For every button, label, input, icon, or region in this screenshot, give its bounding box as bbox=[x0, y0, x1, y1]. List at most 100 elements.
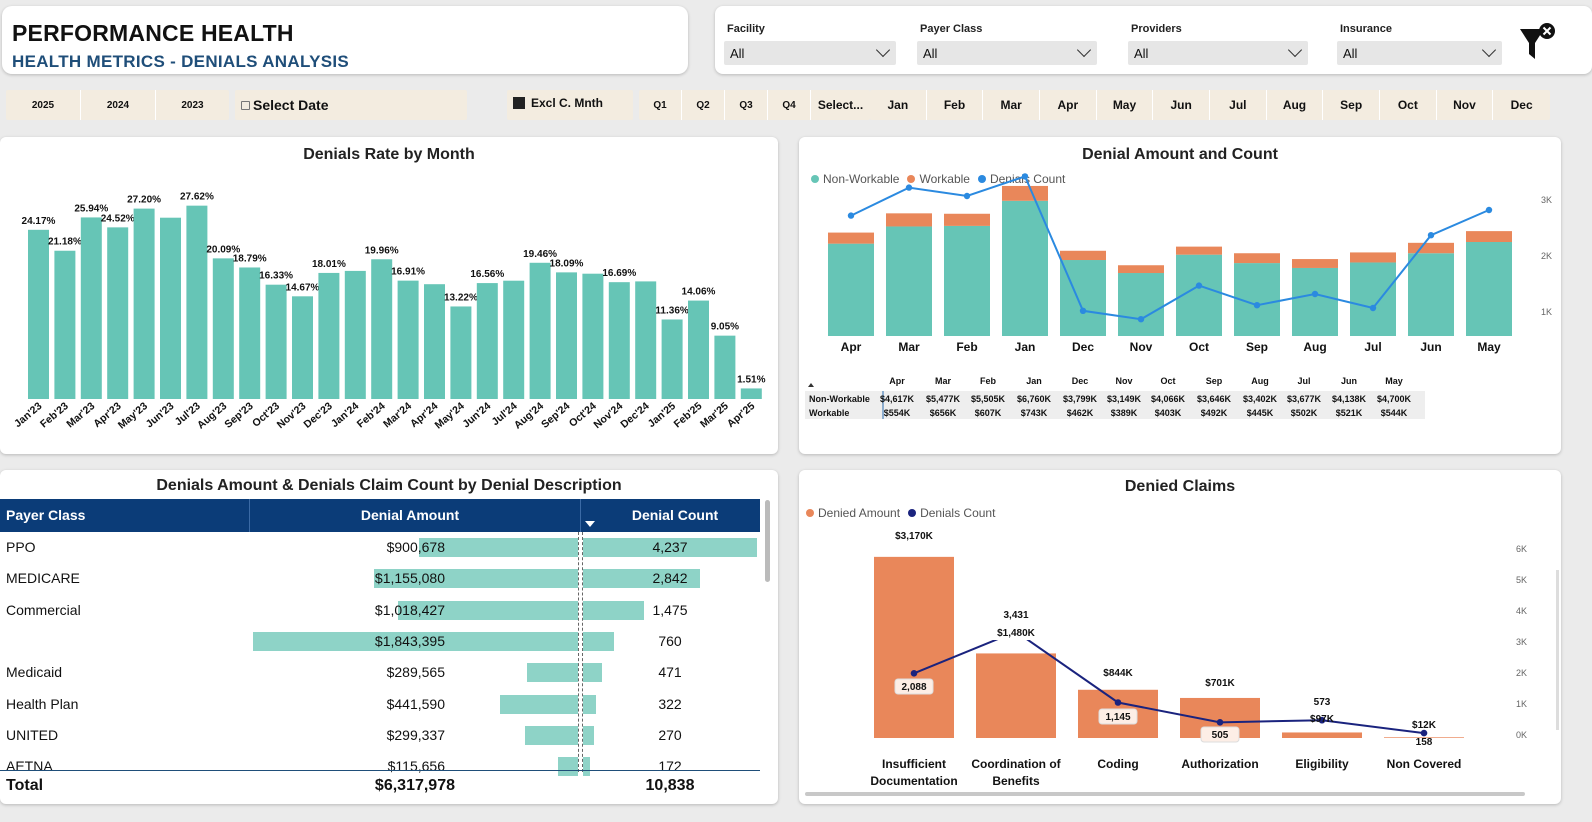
facility-dropdown[interactable]: All bbox=[724, 41, 896, 65]
bar-mar-24[interactable] bbox=[397, 280, 419, 399]
column-header-payer-class[interactable]: Payer Class bbox=[6, 507, 86, 523]
checkbox-icon[interactable] bbox=[241, 101, 250, 110]
year-2023[interactable]: 2023 bbox=[181, 99, 204, 111]
month-dec[interactable]: Dec bbox=[1510, 98, 1533, 112]
payer-class-dropdown[interactable]: All bbox=[917, 41, 1097, 65]
bar-mar-23[interactable] bbox=[80, 217, 102, 399]
point-denials-count-may[interactable] bbox=[1485, 206, 1493, 214]
table-row[interactable]: Commercial $1,018,427 1,475 bbox=[0, 595, 760, 626]
bar-workable-may[interactable] bbox=[1466, 231, 1512, 242]
bar-jan-24[interactable] bbox=[344, 270, 366, 399]
bar-denied-amount-non-covered[interactable] bbox=[1384, 737, 1464, 738]
bar-oct-23[interactable] bbox=[265, 284, 287, 399]
month-mar[interactable]: Mar bbox=[983, 90, 1040, 120]
bar-denied-amount-coordination-of-benefits[interactable] bbox=[976, 653, 1056, 738]
month-apr[interactable]: Apr bbox=[1040, 90, 1097, 120]
bar-workable-apr[interactable] bbox=[828, 232, 874, 244]
table-row[interactable]: Health Plan $441,590 322 bbox=[0, 689, 760, 720]
month-jul[interactable]: Jul bbox=[1210, 90, 1267, 120]
bar-non-workable-jun[interactable] bbox=[1408, 253, 1454, 336]
month-aug[interactable]: Aug bbox=[1267, 90, 1324, 120]
point-denials-count[interactable] bbox=[1420, 729, 1428, 737]
bar-feb-24[interactable] bbox=[371, 259, 393, 399]
bar-may-23[interactable] bbox=[133, 208, 155, 399]
point-denials-count-aug[interactable] bbox=[1311, 290, 1319, 298]
bar-workable-nov[interactable] bbox=[1118, 265, 1164, 274]
bar-apr-25[interactable] bbox=[740, 388, 762, 399]
bar-non-workable-jan[interactable] bbox=[1002, 200, 1048, 336]
bar-feb-25[interactable] bbox=[688, 300, 709, 399]
point-denials-count-sep[interactable] bbox=[1253, 302, 1261, 309]
quarter-q4[interactable]: Q4 bbox=[768, 90, 811, 120]
point-denials-count-mar[interactable] bbox=[905, 184, 913, 191]
bar-apr-23[interactable] bbox=[107, 227, 129, 399]
table-row[interactable]: Medicaid $289,565 471 bbox=[0, 657, 760, 688]
funnel-clear-icon[interactable] bbox=[1518, 23, 1560, 63]
bar-non-workable-dec[interactable] bbox=[1060, 260, 1106, 336]
select-date-slicer[interactable]: Select Date bbox=[235, 90, 467, 120]
insurance-dropdown[interactable]: All bbox=[1337, 41, 1502, 65]
bar-workable-dec[interactable] bbox=[1060, 250, 1106, 261]
bar-workable-mar[interactable] bbox=[886, 213, 932, 227]
bar-jul-23[interactable] bbox=[186, 205, 208, 399]
month-feb[interactable]: Feb bbox=[927, 90, 984, 120]
bar-non-workable-apr[interactable] bbox=[828, 243, 874, 336]
bar-dec-23[interactable] bbox=[318, 272, 340, 399]
point-denials-count-dec[interactable] bbox=[1079, 307, 1087, 314]
point-denials-count-jan[interactable] bbox=[1021, 173, 1029, 180]
month-sep[interactable]: Sep bbox=[1323, 90, 1380, 120]
bar-jun-24[interactable] bbox=[476, 283, 498, 399]
table-row[interactable]: PPO $900,678 4,237 bbox=[0, 532, 760, 563]
point-denials-count-oct[interactable] bbox=[1195, 282, 1203, 289]
bar-workable-sep[interactable] bbox=[1234, 253, 1280, 264]
horizontal-scrollbar[interactable] bbox=[805, 792, 1525, 796]
sort-asc-icon[interactable] bbox=[808, 383, 814, 387]
point-denials-count[interactable] bbox=[1216, 719, 1224, 726]
bar-nov-24[interactable] bbox=[608, 282, 630, 399]
bar-workable-feb[interactable] bbox=[944, 213, 990, 226]
bar-non-workable-nov[interactable] bbox=[1118, 273, 1164, 336]
exclude-current-month-toggle[interactable]: Excl C. Mnth bbox=[507, 90, 633, 120]
month-may[interactable]: May bbox=[1097, 90, 1154, 120]
bar-non-workable-may[interactable] bbox=[1466, 242, 1512, 336]
bar-dec-24[interactable] bbox=[635, 281, 657, 399]
table-row[interactable]: MEDICARE $1,155,080 2,842 bbox=[0, 563, 760, 594]
quarter-select[interactable]: Select... bbox=[817, 98, 864, 112]
bar-may-24[interactable] bbox=[450, 306, 472, 399]
point-denials-count-feb[interactable] bbox=[963, 192, 971, 200]
month-jan[interactable]: Jan bbox=[870, 90, 927, 120]
bar-nov-23[interactable] bbox=[292, 296, 313, 399]
point-denials-count-apr[interactable] bbox=[847, 212, 855, 219]
point-denials-count-jun[interactable] bbox=[1427, 232, 1435, 239]
table-row[interactable]: $1,843,395 760 bbox=[0, 626, 760, 657]
providers-dropdown[interactable]: All bbox=[1128, 41, 1308, 65]
month-oct[interactable]: Oct bbox=[1380, 90, 1437, 120]
checkbox-checked-icon[interactable] bbox=[513, 97, 525, 109]
bar-workable-jun[interactable] bbox=[1408, 242, 1454, 254]
bar-jul-24[interactable] bbox=[503, 280, 525, 399]
bar-non-workable-aug[interactable] bbox=[1292, 267, 1338, 336]
bar-workable-aug[interactable] bbox=[1292, 259, 1338, 268]
bar-workable-oct[interactable] bbox=[1176, 246, 1222, 255]
point-denials-count[interactable] bbox=[1318, 716, 1326, 724]
bar-jun-23[interactable] bbox=[160, 217, 181, 399]
sort-desc-icon[interactable] bbox=[585, 521, 595, 527]
bar-mar-25[interactable] bbox=[714, 335, 736, 399]
table-row[interactable]: UNITED $299,337 270 bbox=[0, 720, 760, 751]
bar-workable-jul[interactable] bbox=[1350, 252, 1396, 263]
bar-non-workable-feb[interactable] bbox=[944, 225, 990, 336]
point-denials-count[interactable] bbox=[910, 669, 918, 677]
bar-workable-jan[interactable] bbox=[1002, 185, 1048, 201]
column-header-denial-amount[interactable]: Denial Amount bbox=[360, 507, 460, 523]
year-2024[interactable]: 2024 bbox=[81, 90, 156, 120]
point-denials-count[interactable] bbox=[1114, 699, 1122, 706]
bar-jan-23[interactable] bbox=[28, 229, 49, 399]
bar-oct-24[interactable] bbox=[582, 273, 604, 399]
quarter-q2[interactable]: Q2 bbox=[682, 90, 725, 120]
bar-denied-amount-insufficient-documentation[interactable] bbox=[874, 556, 954, 738]
bar-sep-23[interactable] bbox=[239, 267, 261, 399]
bar-feb-23[interactable] bbox=[54, 250, 76, 399]
bar-sep-24[interactable] bbox=[556, 272, 577, 399]
bar-denied-amount-eligibility[interactable] bbox=[1282, 732, 1362, 738]
month-jun[interactable]: Jun bbox=[1153, 90, 1210, 120]
